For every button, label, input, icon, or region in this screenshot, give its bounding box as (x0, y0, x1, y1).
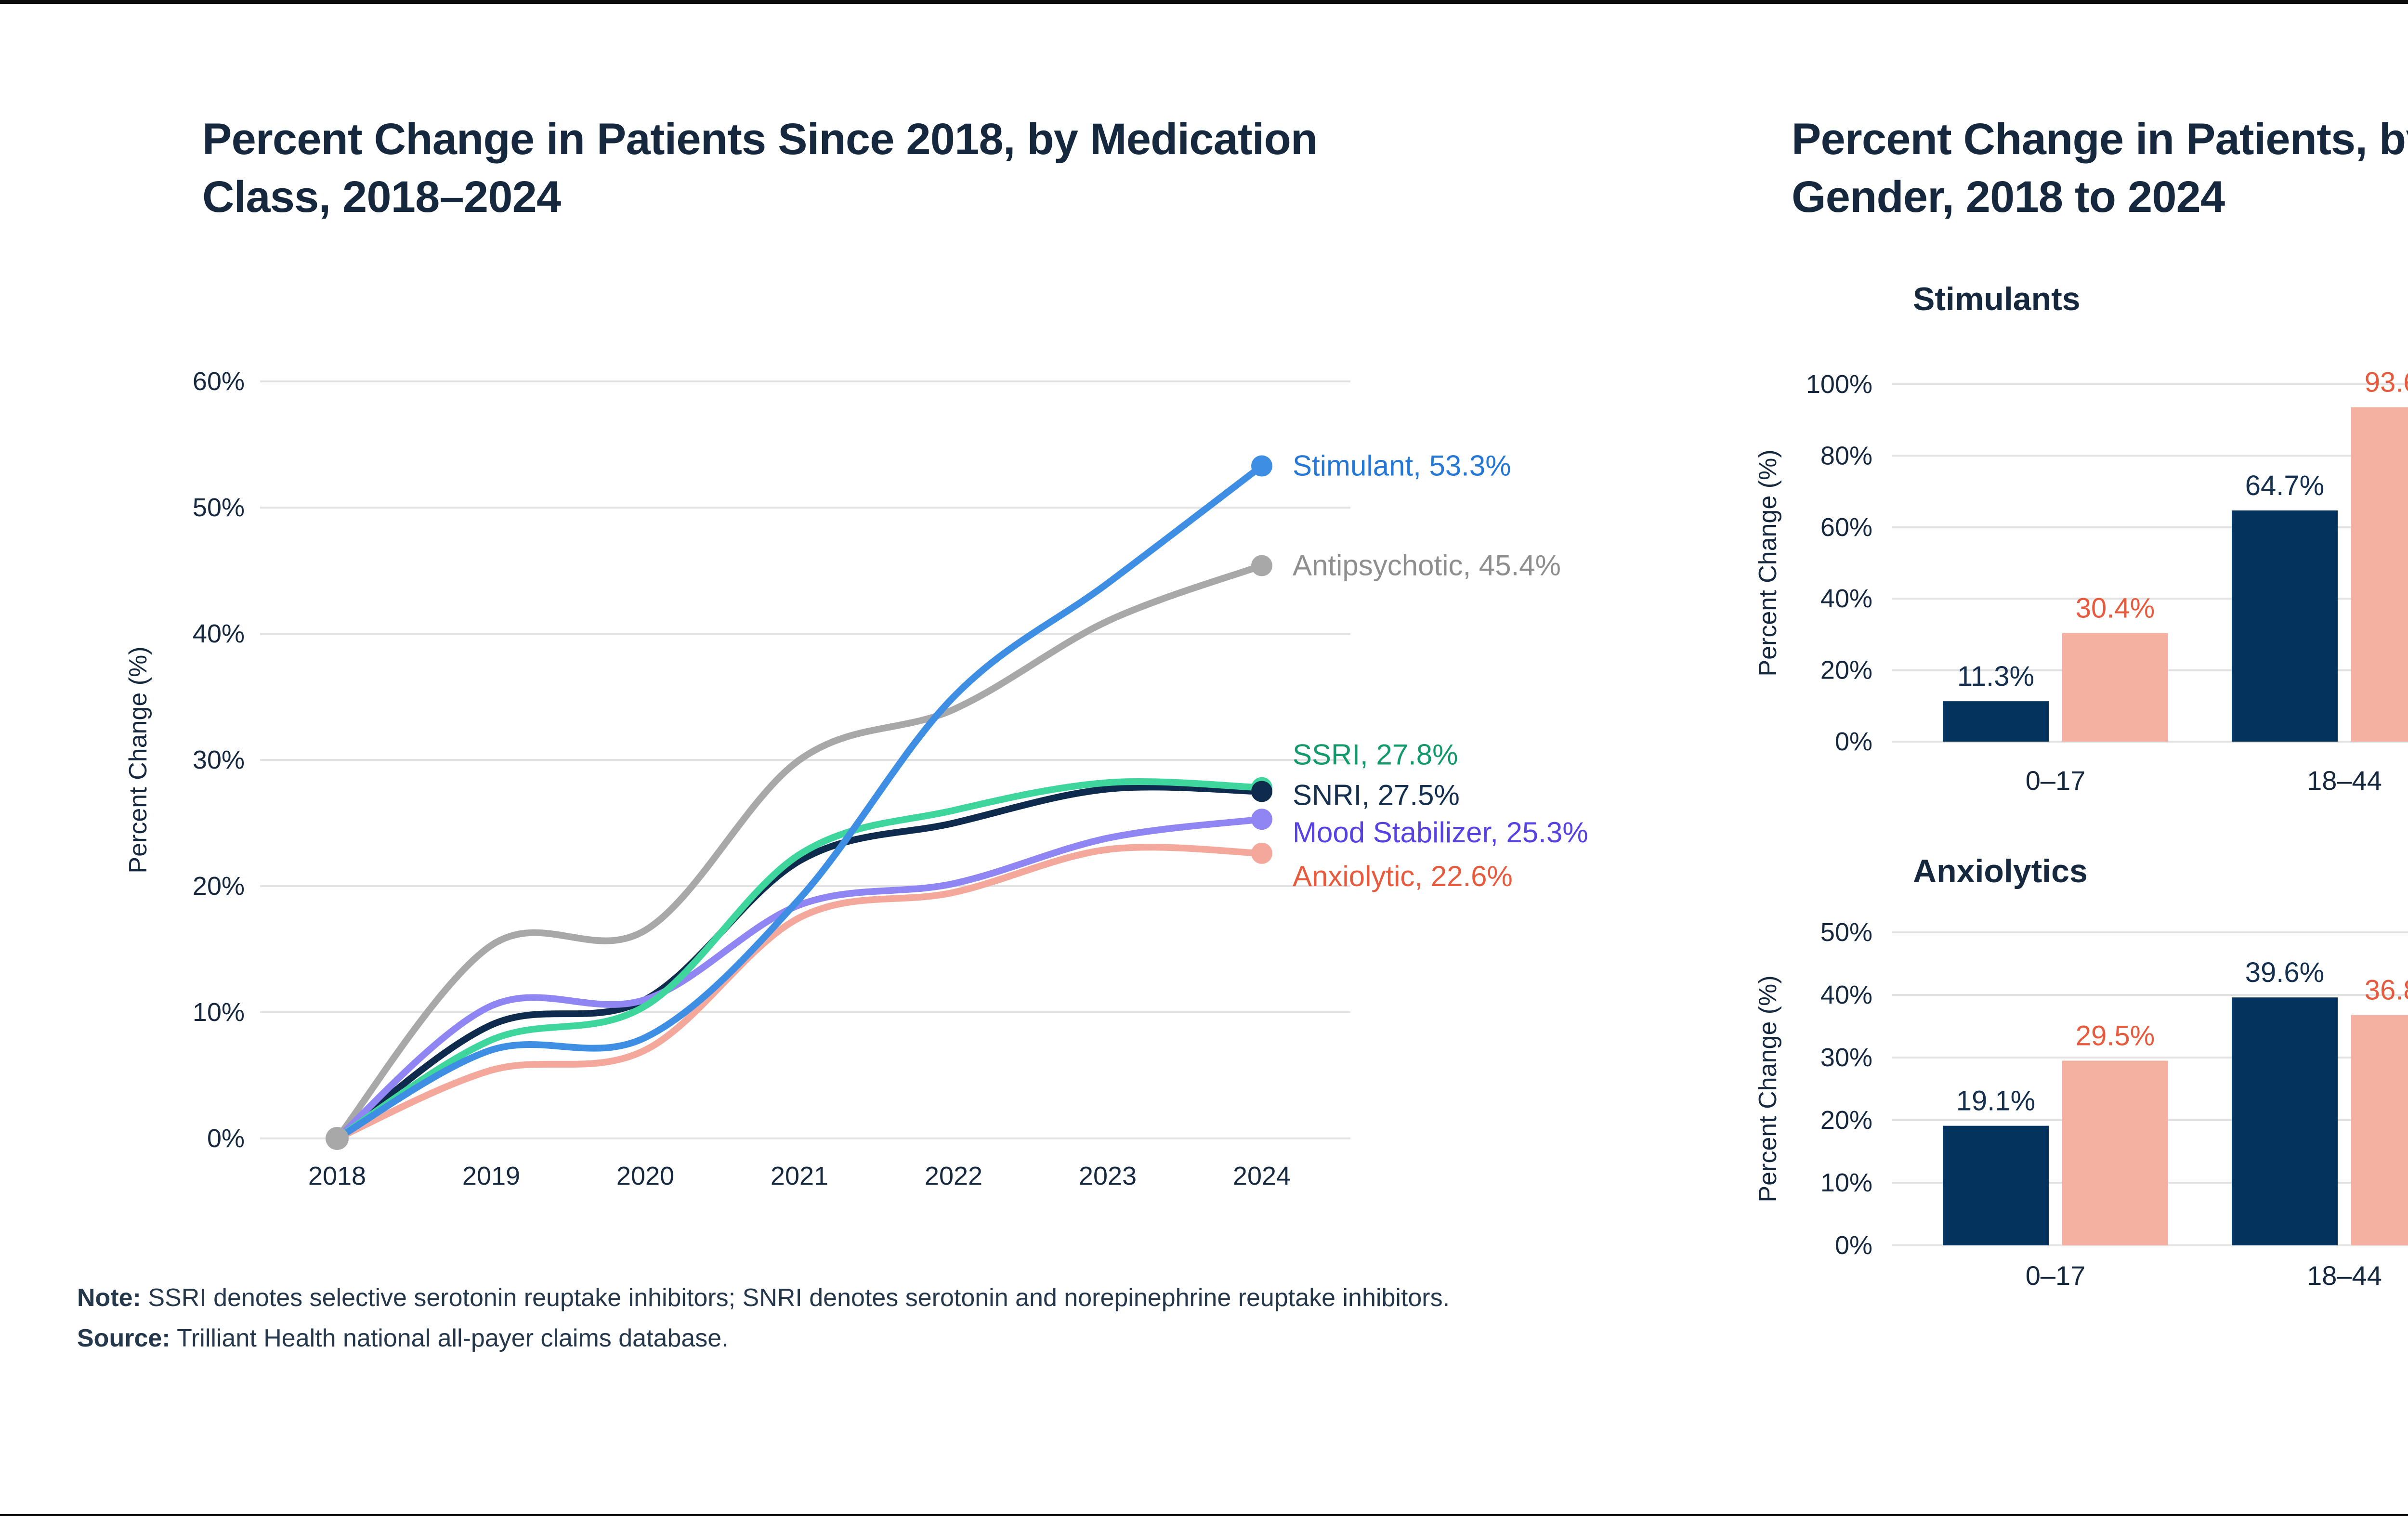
series-end-label-anxiolytic: Anxiolytic, 22.6% (1293, 860, 1513, 892)
x-tick-label: 2022 (925, 1162, 982, 1190)
y-tick-label: 40% (1820, 584, 1872, 613)
y-tick-label: 20% (193, 872, 245, 901)
line-ssri (334, 778, 1265, 1142)
bar-value-label: 36.8% (2365, 975, 2408, 1006)
medication-class-line-chart: 0% 10% 20% 30% 40% 50% 60% 2018 2019 2020 2021 2022… (124, 367, 1588, 1190)
line-stimulant (334, 462, 1265, 1142)
bar-male-0–17 (1943, 1125, 2049, 1245)
x-tick-label: 2018 (308, 1162, 366, 1190)
bar-male-18–44 (2232, 997, 2338, 1245)
endpoint-dot-mood-stabilizer (1251, 809, 1272, 830)
line-mood-stabilizer (334, 816, 1265, 1142)
bar-value-label: 29.5% (2076, 1020, 2155, 1052)
line-antipsychotic (334, 562, 1265, 1142)
y-tick-label: 40% (193, 619, 245, 648)
series-end-label-stimulant: Stimulant, 53.3% (1293, 450, 1511, 482)
anxiolytics-bar-chart: 0% 10% 20% 30% 40% 50% Percent Change (%) 19.1%… (1754, 918, 2408, 1291)
y-tick-label: 30% (193, 745, 245, 774)
line-anxiolytic (334, 844, 1265, 1142)
endpoint-dot-snri (1251, 781, 1272, 802)
y-tick-label: 30% (1820, 1043, 1872, 1072)
bar-value-label: 11.3% (1957, 661, 2034, 692)
bar-value-label: 64.7% (2245, 470, 2324, 501)
y-tick-label: 80% (1820, 441, 1872, 470)
x-tick-label: 2019 (462, 1162, 520, 1190)
x-category-label: 0–17 (2026, 1260, 2086, 1291)
x-category-label: 18–44 (2307, 1260, 2382, 1291)
y-tick-label: 10% (193, 998, 245, 1027)
bar-value-label: 39.6% (2245, 957, 2324, 988)
bar-female-0–17 (2062, 1060, 2168, 1245)
y-tick-label: 60% (193, 367, 245, 396)
endpoint-dot-stimulant (1251, 455, 1272, 477)
bar-female-18–44 (2351, 407, 2408, 742)
bar-value-label: 19.1% (1956, 1085, 2035, 1117)
y-tick-label: 40% (1820, 980, 1872, 1009)
x-tick-label: 2020 (616, 1162, 674, 1190)
y-tick-label: 50% (1820, 918, 1872, 947)
x-tick-label: 2023 (1079, 1162, 1137, 1190)
note-prefix: Note: (77, 1283, 141, 1312)
note-text: Note: SSRI denotes selective serotonin r… (77, 1283, 1450, 1312)
source-prefix: Source: (77, 1323, 170, 1352)
bar-male-0–17 (1943, 701, 2049, 742)
x-tick-label: 2021 (771, 1162, 828, 1190)
y-tick-label: 0% (1835, 727, 1872, 756)
y-axis-title: Percent Change (%) (1754, 975, 1782, 1202)
anxiolytics-subtitle: Anxiolytics (1913, 853, 2088, 890)
y-tick-label: 20% (1820, 1106, 1872, 1135)
x-category-label: 0–17 (2026, 765, 2086, 796)
series-end-label-ssri: SSRI, 27.8% (1293, 739, 1458, 771)
series-end-label-antipsychotic: Antipsychotic, 45.4% (1293, 549, 1561, 582)
stimulants-bar-chart: 0% 20% 40% 60% 80% 100% Percent Change (%) 11.3… (1754, 366, 2408, 796)
y-tick-label: 20% (1820, 656, 1872, 685)
bottom-frame-line (0, 1513, 2408, 1516)
y-tick-label: 60% (1820, 513, 1872, 542)
y-tick-label: 50% (193, 493, 245, 522)
y-tick-label: 0% (1835, 1231, 1872, 1260)
bar-value-label: 93.6% (2365, 366, 2408, 398)
x-tick-label: 2024 (1233, 1162, 1291, 1190)
series-end-label-mood-stabilizer: Mood Stabilizer, 25.3% (1293, 816, 1588, 849)
bar-value-label: 30.4% (2076, 592, 2155, 624)
y-axis-title: Percent Change (%) (124, 646, 152, 873)
y-tick-label: 0% (207, 1124, 245, 1153)
bar-female-18–44 (2351, 1015, 2408, 1245)
y-tick-label: 100% (1806, 370, 1872, 399)
y-axis-title: Percent Change (%) (1754, 449, 1782, 676)
start-dot-2018 (326, 1127, 349, 1150)
top-frame-line (0, 0, 2408, 3)
y-tick-label: 10% (1820, 1168, 1872, 1197)
source-text: Source: Trilliant Health national all-pa… (77, 1323, 729, 1352)
endpoint-dot-anxiolytic (1251, 842, 1272, 864)
gridlines (260, 380, 1350, 1139)
line-chart-title: Percent Change in Patients Since 2018, b… (202, 114, 1318, 222)
x-category-label: 18–44 (2307, 765, 2382, 796)
stimulants-subtitle: Stimulants (1913, 281, 2081, 318)
line-snri (334, 784, 1265, 1142)
series-end-label-snri: SNRI, 27.5% (1293, 779, 1460, 811)
bar-charts-title: Percent Change in Patients, by Age and G… (1792, 114, 2408, 222)
bar-male-18–44 (2232, 510, 2338, 742)
bar-female-0–17 (2062, 633, 2168, 742)
endpoint-dot-antipsychotic (1251, 555, 1272, 576)
